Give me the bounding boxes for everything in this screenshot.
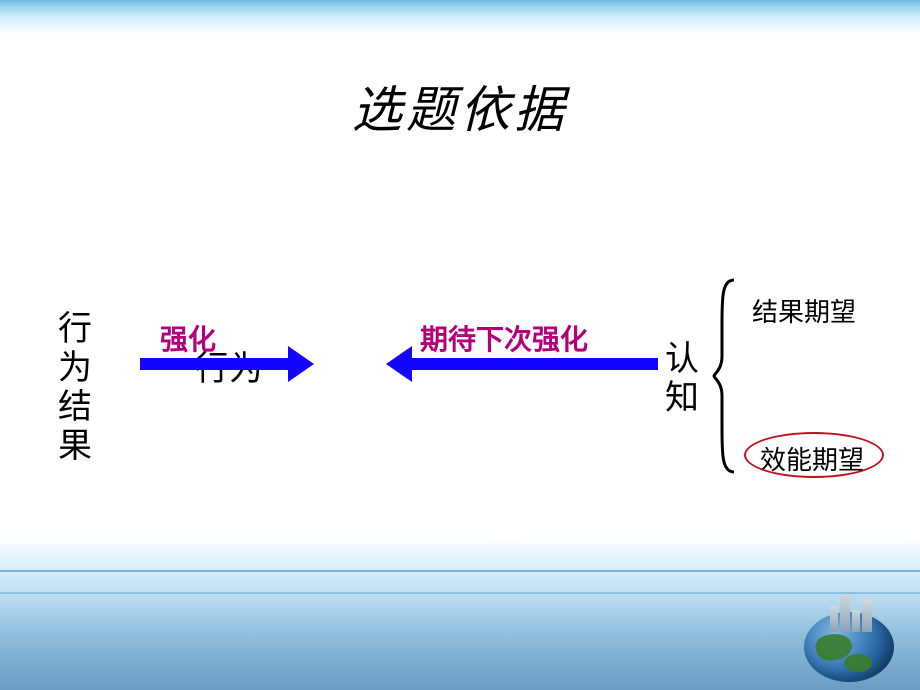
globe-decor-icon	[794, 582, 904, 682]
slide-title: 选题依据	[0, 70, 920, 142]
node-result-c1: 行	[58, 310, 92, 349]
node-result-c4: 果	[58, 427, 92, 466]
globe-land	[844, 654, 872, 672]
globe-city	[828, 592, 874, 632]
edge-label-reinforce: 强化	[160, 318, 216, 358]
node-result-c2: 为	[58, 349, 92, 388]
node-result-c3: 结	[58, 388, 92, 427]
node-cognition-c2: 知	[665, 379, 699, 418]
sea-line-1	[0, 570, 920, 572]
slide: 选题依据 行 为 结 果 行为 认 知 强化 期待下次强化 结果期望 效能期望	[0, 0, 920, 690]
edge-label-expect: 期待下次强化	[420, 318, 588, 358]
node-cognition-c1: 认	[665, 340, 699, 379]
building-icon	[830, 606, 838, 632]
building-icon	[840, 594, 850, 632]
sea-line-2	[0, 592, 920, 594]
efficacy-oval	[744, 432, 884, 478]
building-icon	[852, 610, 860, 632]
arrow-reinforce-body	[140, 358, 290, 370]
brace-icon	[712, 278, 740, 474]
node-cognition: 认 知	[665, 340, 699, 418]
arrow-reinforce-head	[288, 346, 314, 382]
building-icon	[862, 600, 872, 632]
arrow-expect-body	[410, 358, 658, 370]
arrow-expect-head	[386, 346, 412, 382]
subnode-outcome-expect: 结果期望	[752, 292, 856, 329]
node-result: 行 为 结 果	[58, 310, 92, 466]
